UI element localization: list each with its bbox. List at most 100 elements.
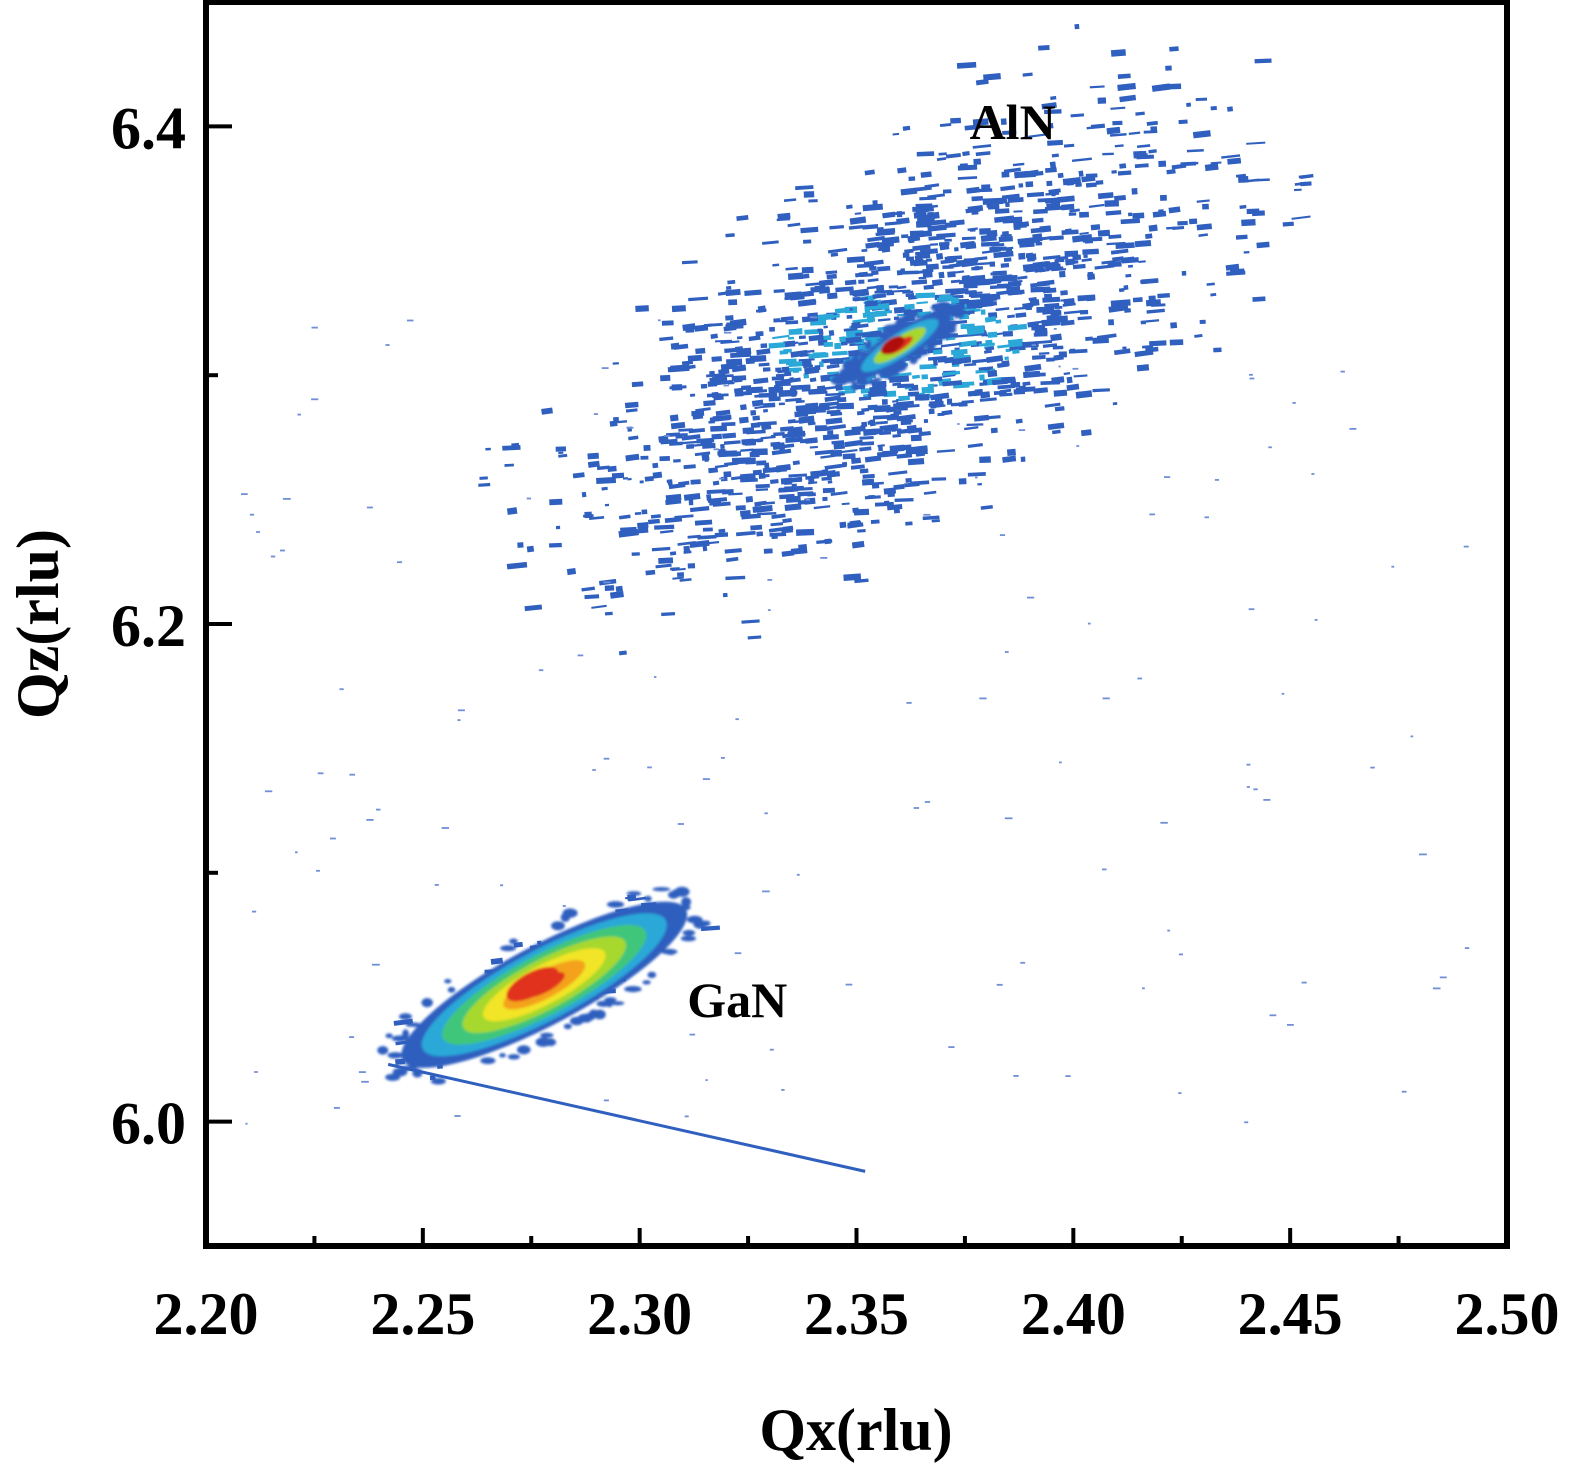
halo-speck <box>606 998 613 1008</box>
diffuse-speck <box>1001 246 1014 250</box>
diffuse-speck <box>909 230 924 238</box>
diffuse-speck <box>842 453 856 460</box>
diffuse-speck <box>980 505 993 510</box>
diffuse-speck <box>751 399 764 407</box>
halo-speck <box>896 319 909 326</box>
noise-speck <box>1004 651 1009 653</box>
diffuse-speck <box>740 478 758 483</box>
noise-speck <box>1269 1014 1277 1017</box>
diffuse-speck <box>795 399 805 404</box>
noise-speck <box>923 513 931 516</box>
diffuse-speck <box>706 489 726 495</box>
diffuse-speck <box>864 300 878 307</box>
diffuse-speck <box>1033 387 1049 394</box>
diffuse-speck <box>609 590 624 599</box>
diffuse-speck <box>878 245 891 251</box>
diffuse-speck <box>1006 448 1016 456</box>
diffuse-speck <box>712 375 726 381</box>
diffuse-speck <box>775 373 785 378</box>
diffuse-speck <box>1199 319 1206 325</box>
diffuse-speck <box>555 446 567 452</box>
diffuse-speck <box>936 157 947 161</box>
diffuse-speck <box>935 253 944 260</box>
noise-speck <box>1027 596 1035 599</box>
diffuse-speck <box>868 494 875 499</box>
noise-speck <box>349 1036 355 1038</box>
diffuse-speck <box>718 368 730 375</box>
noise-speck <box>1401 1090 1407 1093</box>
diffuse-speck <box>1122 346 1127 350</box>
diffuse-speck <box>1066 376 1073 384</box>
diffuse-speck <box>887 490 895 498</box>
noise-speck <box>1391 565 1395 568</box>
noise-speck <box>1076 445 1080 447</box>
x-tick-label: 2.30 <box>587 1281 692 1347</box>
diffuse-speck <box>1125 273 1132 278</box>
noise-speck <box>702 778 710 780</box>
diffuse-speck <box>1029 299 1040 307</box>
diffuse-speck <box>1050 95 1057 101</box>
noise-speck <box>724 331 732 334</box>
noise-speck <box>1065 1075 1071 1077</box>
diffuse-speck <box>1113 348 1131 356</box>
noise-speck <box>1314 619 1318 621</box>
diffuse-speck <box>752 504 773 513</box>
diffuse-speck <box>726 556 739 563</box>
diffuse-speck <box>756 348 771 356</box>
diffuse-speck <box>999 252 1008 257</box>
diffuse-speck <box>1102 152 1114 156</box>
diffuse-speck <box>1007 197 1024 203</box>
diffuse-speck <box>893 506 901 514</box>
diffuse-speck <box>943 356 954 364</box>
diffuse-speck <box>1120 218 1141 225</box>
diffuse-speck <box>995 319 1002 324</box>
diffuse-speck <box>1069 348 1076 354</box>
diffuse-speck <box>1026 191 1045 198</box>
diffuse-speck <box>674 514 694 519</box>
diffuse-speck <box>1038 352 1050 355</box>
diffuse-speck <box>1300 181 1312 187</box>
diffuse-speck <box>725 315 734 321</box>
noise-speck <box>658 319 661 322</box>
diffuse-speck <box>784 340 796 348</box>
diffuse-speck <box>867 235 885 243</box>
diffuse-speck <box>1033 264 1040 267</box>
diffuse-speck <box>925 263 939 271</box>
noise-speck <box>603 757 610 760</box>
noise-speck <box>295 851 298 854</box>
diffuse-speck <box>860 441 875 446</box>
noise-speck <box>1020 961 1026 964</box>
diffuse-speck <box>875 420 888 425</box>
noise-speck <box>264 790 273 793</box>
diffuse-speck <box>628 435 639 441</box>
diffuse-speck <box>824 395 842 402</box>
diffuse-speck <box>1177 220 1188 226</box>
diffuse-speck <box>991 379 1004 385</box>
diffuse-speck <box>910 480 930 486</box>
diffuse-speck <box>581 491 587 498</box>
diffuse-speck <box>792 328 803 333</box>
noise-speck <box>979 697 987 700</box>
diffuse-speck <box>950 117 962 124</box>
diffuse-speck <box>1143 130 1158 134</box>
diffuse-speck <box>974 388 983 393</box>
diffuse-speck <box>524 604 543 612</box>
diffuse-speck <box>1015 312 1027 318</box>
diffuse-speck <box>1041 318 1061 327</box>
diffuse-speck <box>479 476 488 480</box>
y-tick-label: 6.4 <box>111 95 186 161</box>
diffuse-speck <box>696 437 715 444</box>
diffuse-speck <box>1213 347 1222 353</box>
diffuse-speck <box>770 522 784 527</box>
diffuse-speck <box>1077 391 1083 395</box>
noise-speck <box>767 579 773 581</box>
noise-speck <box>366 819 374 821</box>
noise-speck <box>562 905 566 907</box>
diffuse-speck <box>877 318 891 322</box>
diffuse-speck <box>1112 120 1123 126</box>
diffuse-speck <box>898 395 910 401</box>
noise-speck <box>805 498 811 501</box>
diffuse-speck <box>962 151 970 157</box>
diffuse-speck <box>1252 296 1266 302</box>
diffuse-speck <box>1045 167 1057 173</box>
